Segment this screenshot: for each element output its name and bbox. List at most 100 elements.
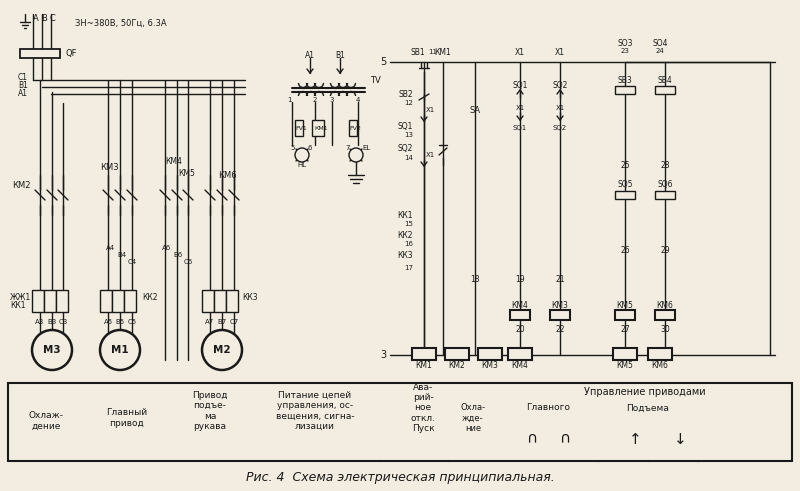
Circle shape [100, 330, 140, 370]
Text: КМ2: КМ2 [12, 181, 30, 190]
Text: FV1: FV1 [295, 126, 306, 131]
Text: 12: 12 [404, 100, 413, 106]
Text: Рис. 4  Схема электрическая принципиальная.: Рис. 4 Схема электрическая принципиальна… [246, 470, 554, 484]
Text: А3: А3 [35, 319, 45, 325]
Text: КК2: КК2 [142, 294, 158, 302]
Text: SQ1: SQ1 [398, 121, 413, 131]
Bar [550, 310, 570, 320]
Text: X1: X1 [555, 48, 565, 56]
Text: Охлаж-
дение: Охлаж- дение [29, 411, 63, 431]
Bar [312, 120, 324, 136]
Text: 4: 4 [356, 97, 360, 103]
Text: С7: С7 [230, 319, 238, 325]
Text: В7: В7 [218, 319, 226, 325]
Text: М3: М3 [43, 345, 61, 355]
Text: FV2: FV2 [349, 126, 361, 131]
Text: В1: В1 [335, 51, 345, 59]
Text: 11: 11 [429, 49, 438, 55]
Text: С6: С6 [184, 259, 194, 265]
Text: X1: X1 [555, 105, 565, 111]
Bar [478, 348, 502, 360]
Text: Охла-
жде-
ние: Охла- жде- ние [461, 403, 486, 433]
Bar [615, 310, 635, 320]
Bar [100, 290, 112, 312]
Bar [349, 120, 357, 136]
Text: SQ2: SQ2 [553, 125, 567, 131]
Text: 29: 29 [660, 246, 670, 254]
Text: 6: 6 [308, 145, 313, 151]
Text: Питание цепей
управления, ос-
вещения, сигна-
лизации: Питание цепей управления, ос- вещения, с… [276, 391, 354, 431]
Text: 13: 13 [404, 132, 413, 138]
Text: TV: TV [370, 76, 381, 84]
Text: SB2: SB2 [398, 89, 413, 99]
Text: 16: 16 [404, 241, 413, 247]
Bar [613, 348, 637, 360]
Text: А5: А5 [103, 319, 113, 325]
Text: 3: 3 [380, 350, 386, 360]
Text: SO3: SO3 [618, 38, 633, 48]
Text: НL: НL [298, 162, 306, 168]
Text: SB4: SB4 [658, 76, 672, 84]
Text: X1: X1 [426, 152, 435, 158]
Text: SQ2: SQ2 [398, 143, 413, 153]
Bar [648, 348, 672, 360]
Bar [510, 310, 530, 320]
Bar [202, 290, 214, 312]
Text: 15: 15 [404, 221, 413, 227]
Text: Привод
подъе-
ма
рукава: Привод подъе- ма рукава [192, 391, 228, 431]
Text: ↑: ↑ [629, 433, 642, 447]
Text: КМ1: КМ1 [416, 360, 432, 370]
Text: КМ3: КМ3 [100, 164, 118, 172]
Text: SA: SA [470, 106, 481, 114]
Text: 28: 28 [660, 161, 670, 169]
Text: КМ6: КМ6 [657, 300, 674, 309]
Text: SO4: SO4 [652, 38, 668, 48]
Bar [44, 290, 56, 312]
Text: X1: X1 [515, 48, 525, 56]
Text: КК2: КК2 [398, 230, 413, 240]
Bar [615, 191, 635, 199]
Bar [445, 348, 469, 360]
Text: A: A [33, 13, 38, 23]
Circle shape [349, 148, 363, 162]
Text: А7: А7 [206, 319, 214, 325]
Text: 5: 5 [290, 145, 295, 151]
Text: B1: B1 [18, 81, 28, 89]
Text: 18: 18 [470, 275, 480, 284]
Text: КМ2: КМ2 [449, 360, 466, 370]
Text: В5: В5 [115, 319, 125, 325]
Text: 20: 20 [515, 326, 525, 334]
Text: A1: A1 [18, 88, 28, 98]
Circle shape [295, 148, 309, 162]
Text: ЗН~380В, 50Гц, 6.3А: ЗН~380В, 50Гц, 6.3А [75, 19, 166, 27]
Bar [32, 290, 44, 312]
Text: А6: А6 [162, 245, 171, 251]
Bar [214, 290, 226, 312]
Text: КМ1: КМ1 [434, 48, 451, 56]
Bar [124, 290, 136, 312]
Text: КМ6: КМ6 [218, 170, 237, 180]
Text: 19: 19 [515, 275, 525, 284]
Text: 7: 7 [346, 145, 350, 151]
Text: C: C [50, 13, 56, 23]
Bar [56, 290, 68, 312]
Text: 2: 2 [313, 97, 317, 103]
Text: КК1: КК1 [10, 301, 26, 310]
Text: КМ5: КМ5 [178, 168, 195, 178]
Bar [226, 290, 238, 312]
Bar [508, 348, 532, 360]
Text: C1: C1 [18, 73, 28, 82]
Text: Ава-
рий-
ное
откл.
Пуск: Ава- рий- ное откл. Пуск [410, 382, 435, 433]
Text: Подъема: Подъема [626, 404, 670, 412]
Text: КМ4: КМ4 [165, 158, 182, 166]
Text: SQ1: SQ1 [512, 81, 528, 89]
Text: 30: 30 [660, 326, 670, 334]
Text: EL: EL [362, 145, 370, 151]
Text: В3: В3 [47, 319, 57, 325]
Text: SQ2: SQ2 [552, 81, 568, 89]
Text: QF: QF [65, 49, 77, 57]
Text: С3: С3 [58, 319, 68, 325]
Text: ∩: ∩ [526, 431, 538, 445]
Text: 22: 22 [555, 326, 565, 334]
Text: Управление приводами: Управление приводами [584, 387, 706, 397]
